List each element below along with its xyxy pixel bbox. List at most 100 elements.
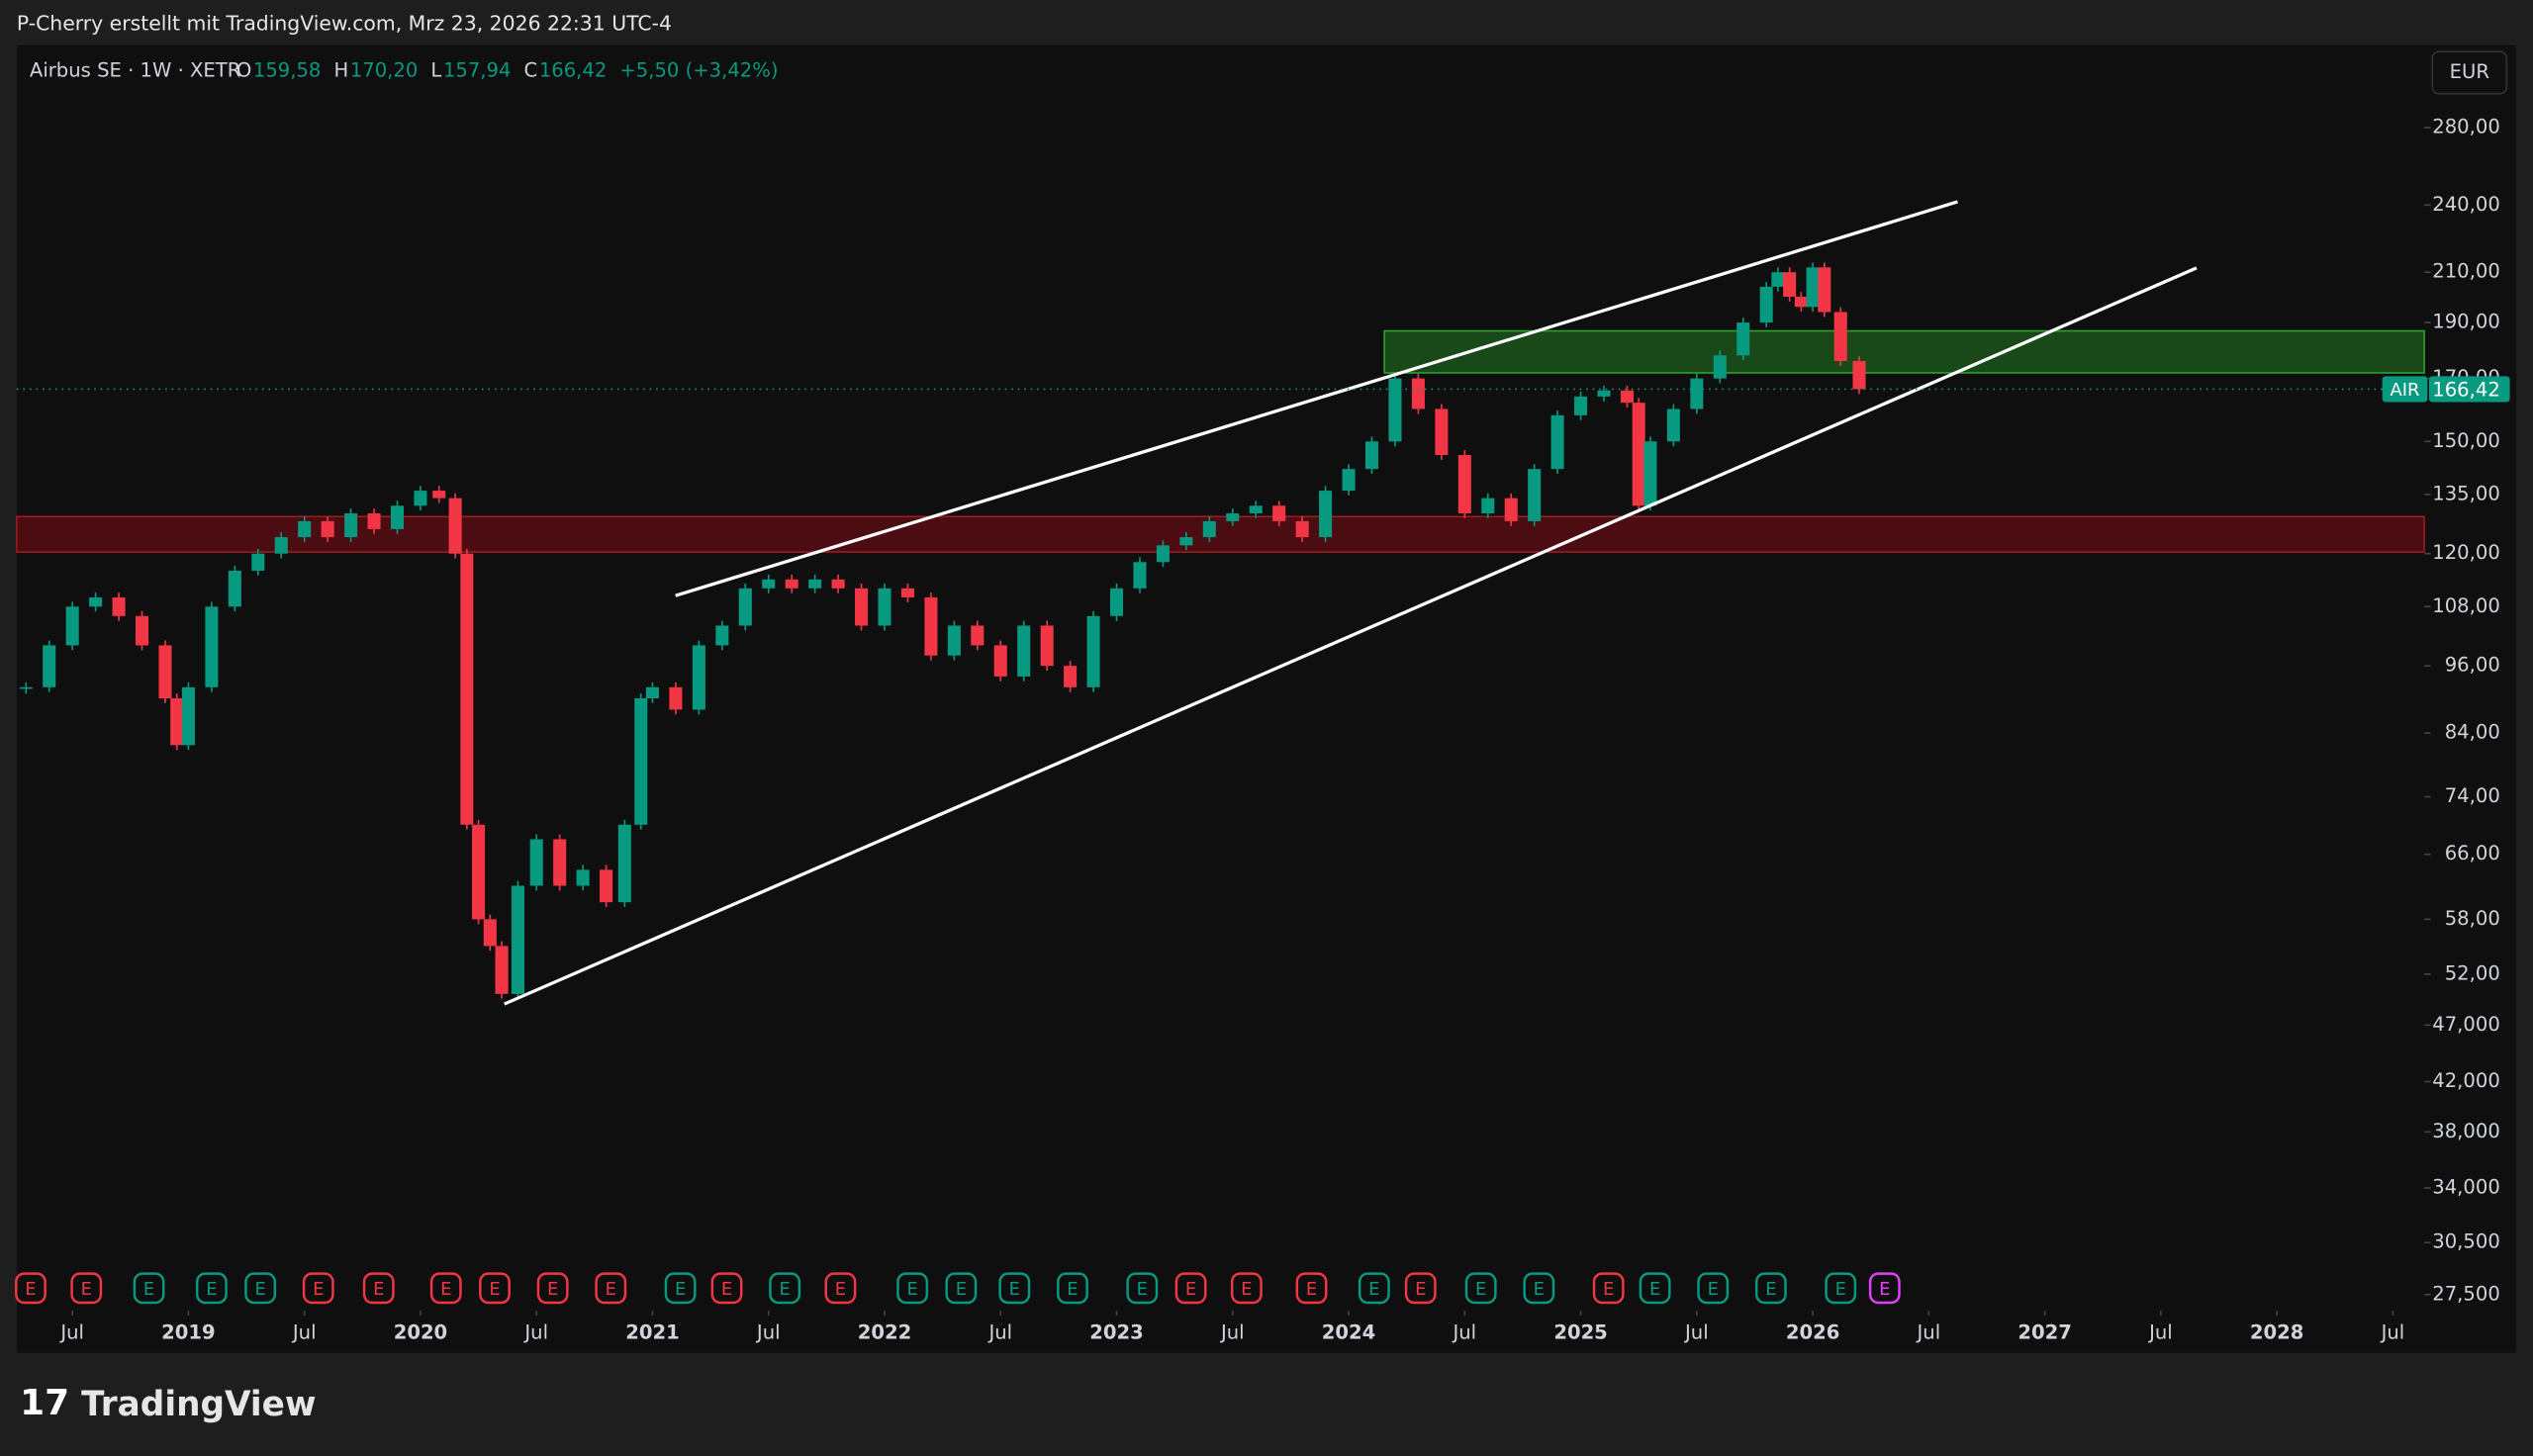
earnings-label: E — [25, 1279, 36, 1300]
x-tick-label: Jul — [1451, 1320, 1476, 1343]
earnings-marker — [824, 1272, 857, 1305]
earnings-marker — [998, 1272, 1031, 1305]
x-tick-label: Jul — [522, 1320, 548, 1343]
earnings-label: E — [721, 1279, 732, 1300]
earnings-marker — [1126, 1272, 1159, 1305]
earnings-label: E — [1708, 1279, 1719, 1300]
legend-change: +5,50 (+3,42%) — [619, 58, 778, 81]
x-tick-label: Jul — [1916, 1320, 1941, 1343]
candle — [924, 596, 938, 656]
candle — [205, 606, 219, 687]
candle — [1783, 272, 1797, 297]
candle — [1109, 588, 1124, 616]
candle — [1435, 409, 1449, 456]
earnings-label: E — [254, 1279, 265, 1300]
candle — [112, 596, 126, 616]
earnings-label: E — [1137, 1279, 1148, 1300]
earnings-marker — [429, 1272, 462, 1305]
earnings-marker — [195, 1272, 228, 1305]
x-tick-label: Jul — [1683, 1320, 1709, 1343]
candle — [831, 579, 845, 589]
y-tick-label: 27,500 — [2432, 1282, 2500, 1305]
earnings-marker — [769, 1272, 801, 1305]
candle — [1794, 296, 1808, 308]
brand: TradingView — [81, 1385, 316, 1424]
candle — [136, 615, 149, 646]
x-tick-label: 2020 — [394, 1320, 448, 1343]
earnings-marker — [1230, 1272, 1263, 1305]
x-tick-label: Jul — [2147, 1320, 2173, 1343]
candle — [1295, 520, 1309, 538]
candle — [634, 697, 648, 825]
price-tag-label: 166,42 — [2432, 379, 2500, 402]
y-tick-label: 96,00 — [2445, 654, 2500, 677]
candle — [367, 513, 381, 529]
candle — [1528, 469, 1542, 521]
earnings-marker — [1825, 1272, 1857, 1305]
earnings-marker — [1174, 1272, 1207, 1305]
candle — [1806, 267, 1820, 308]
candle — [1632, 403, 1645, 506]
y-tick-label: 150,00 — [2432, 429, 2500, 452]
candle — [1643, 441, 1657, 506]
earnings-marker — [1464, 1272, 1497, 1305]
earnings-marker — [1868, 1272, 1901, 1305]
candles — [19, 262, 1866, 999]
candle — [576, 869, 590, 886]
legend-key: H — [333, 58, 348, 81]
candle — [1852, 360, 1866, 390]
candle — [600, 869, 613, 903]
legend-key: O — [236, 58, 251, 81]
candle — [1504, 498, 1518, 521]
candle — [738, 588, 752, 626]
earnings-marker — [70, 1272, 103, 1305]
earnings-marker — [15, 1272, 47, 1305]
candle — [448, 498, 462, 554]
candle — [993, 645, 1007, 677]
trendline-upper — [675, 200, 1958, 597]
x-tick-label: 2023 — [1089, 1320, 1144, 1343]
currency-button[interactable] — [2431, 50, 2508, 95]
candle — [1364, 441, 1379, 470]
earnings-marker — [133, 1272, 165, 1305]
candle — [878, 588, 891, 626]
candle — [529, 839, 543, 886]
earnings-marker — [710, 1272, 743, 1305]
legend-value: 159,58 — [253, 58, 322, 81]
earnings-label: E — [606, 1279, 616, 1300]
x-tick-label: 2022 — [858, 1320, 912, 1343]
earnings-label: E — [143, 1279, 154, 1300]
earnings-marker — [945, 1272, 978, 1305]
candle — [1597, 390, 1611, 397]
earnings-marker — [1592, 1272, 1625, 1305]
y-tick-label: 135,00 — [2432, 482, 2500, 504]
logo-mark: 17 — [20, 1383, 69, 1423]
earnings-marker — [302, 1272, 334, 1305]
candle — [19, 686, 33, 689]
earnings-label: E — [547, 1279, 558, 1300]
x-tick-label: 2027 — [2017, 1320, 2072, 1343]
legend-key: L — [430, 58, 441, 81]
earnings-marker — [362, 1272, 395, 1305]
candle — [1179, 537, 1193, 546]
earnings-label: E — [1475, 1279, 1486, 1300]
y-tick-label: 74,00 — [2445, 784, 2500, 807]
earnings-marker — [479, 1272, 511, 1305]
candle — [1666, 409, 1680, 442]
earnings-label: E — [1306, 1279, 1317, 1300]
earnings-marker — [1754, 1272, 1787, 1305]
price-tag — [2428, 376, 2510, 403]
y-tick-label: 108,00 — [2432, 594, 2500, 617]
x-tick-label: 2019 — [161, 1320, 216, 1343]
candle — [1342, 469, 1356, 492]
candle — [158, 645, 172, 698]
candle — [1574, 396, 1588, 415]
earnings-label: E — [1368, 1279, 1379, 1300]
candle — [274, 537, 288, 554]
earnings-label: E — [1649, 1279, 1660, 1300]
x-tick-label: Jul — [58, 1320, 84, 1343]
earnings-marker — [1697, 1272, 1730, 1305]
earnings-label: E — [206, 1279, 217, 1300]
earnings-marker — [595, 1272, 627, 1305]
earnings-marker — [1404, 1272, 1437, 1305]
